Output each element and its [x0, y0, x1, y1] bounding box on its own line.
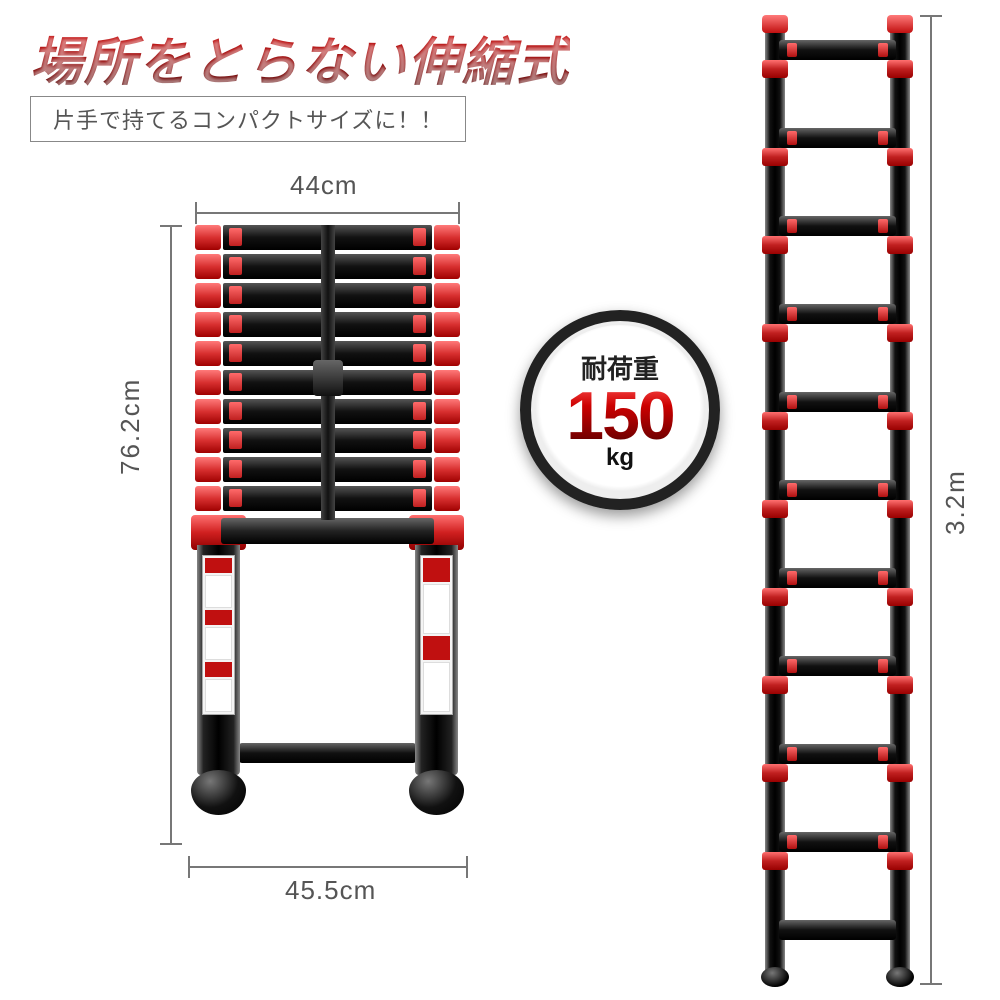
rung-collar	[762, 148, 788, 166]
lock-clip	[787, 307, 797, 321]
rung-collar	[762, 500, 788, 518]
collapsed-ladder	[195, 225, 460, 845]
lock-clip	[787, 395, 797, 409]
lock-clip	[878, 131, 888, 145]
lock-clip	[787, 131, 797, 145]
headline: 場所をとらない伸縮式	[30, 20, 570, 95]
rung-collar	[887, 236, 913, 254]
rung-collar	[762, 60, 788, 78]
lock-clip	[878, 219, 888, 233]
lock-clip	[878, 835, 888, 849]
rung-collar	[887, 148, 913, 166]
lock-clip	[787, 483, 797, 497]
rung-collar	[762, 588, 788, 606]
rung-collar	[762, 852, 788, 870]
rung-collar	[762, 412, 788, 430]
collapsed-leg-left	[191, 515, 246, 815]
lock-clip	[878, 483, 888, 497]
subtitle: 片手で持てるコンパクトサイズに！！	[30, 96, 466, 142]
dim-cap	[160, 843, 182, 845]
dim-collapsed-height: 76.2cm	[115, 378, 146, 475]
lock-clip	[787, 219, 797, 233]
lock-clip	[878, 747, 888, 761]
dim-cap	[920, 15, 942, 17]
lock-clip	[787, 571, 797, 585]
lock-clip	[878, 43, 888, 57]
rung-collar	[887, 588, 913, 606]
dim-extended-height: 3.2m	[940, 469, 971, 535]
strap-buckle	[313, 360, 343, 396]
collapsed-low-rung	[239, 743, 416, 763]
safety-sticker	[420, 555, 453, 715]
lock-clip	[787, 659, 797, 673]
safety-sticker	[202, 555, 235, 715]
dim-cap	[458, 202, 460, 224]
rung-collar	[887, 412, 913, 430]
rung-collar	[887, 60, 913, 78]
lock-clip	[878, 659, 888, 673]
load-capacity-badge: 耐荷重 150 kg	[520, 310, 720, 510]
collapsed-bottom-bar	[221, 518, 434, 544]
dim-top-width: 44cm	[290, 170, 358, 201]
rung-collar	[762, 676, 788, 694]
rung-collar	[887, 764, 913, 782]
dim-cap	[195, 202, 197, 224]
dim-line-base	[188, 866, 468, 868]
extended-rung	[779, 920, 896, 940]
extended-ladder	[765, 15, 910, 985]
lock-clip	[787, 835, 797, 849]
lock-clip	[787, 43, 797, 57]
load-value: 150	[566, 382, 673, 450]
dim-cap	[160, 225, 182, 227]
dim-base-width: 45.5cm	[285, 875, 376, 906]
lock-clip	[878, 395, 888, 409]
lock-clip	[878, 307, 888, 321]
dim-cap	[466, 856, 468, 878]
rung-collar	[887, 500, 913, 518]
lock-clip	[878, 571, 888, 585]
rung-collar	[887, 676, 913, 694]
rung-collar	[887, 324, 913, 342]
dim-line-left	[170, 225, 172, 845]
dim-cap	[188, 856, 190, 878]
load-unit: kg	[606, 444, 634, 472]
rung-collar	[762, 236, 788, 254]
rung-collar	[762, 324, 788, 342]
rung-collar	[762, 764, 788, 782]
rung-collar	[887, 852, 913, 870]
lock-clip	[787, 747, 797, 761]
collapsed-leg-right	[409, 515, 464, 815]
dim-line-ext	[930, 15, 932, 985]
dim-cap	[920, 983, 942, 985]
dim-line-top	[195, 212, 460, 214]
